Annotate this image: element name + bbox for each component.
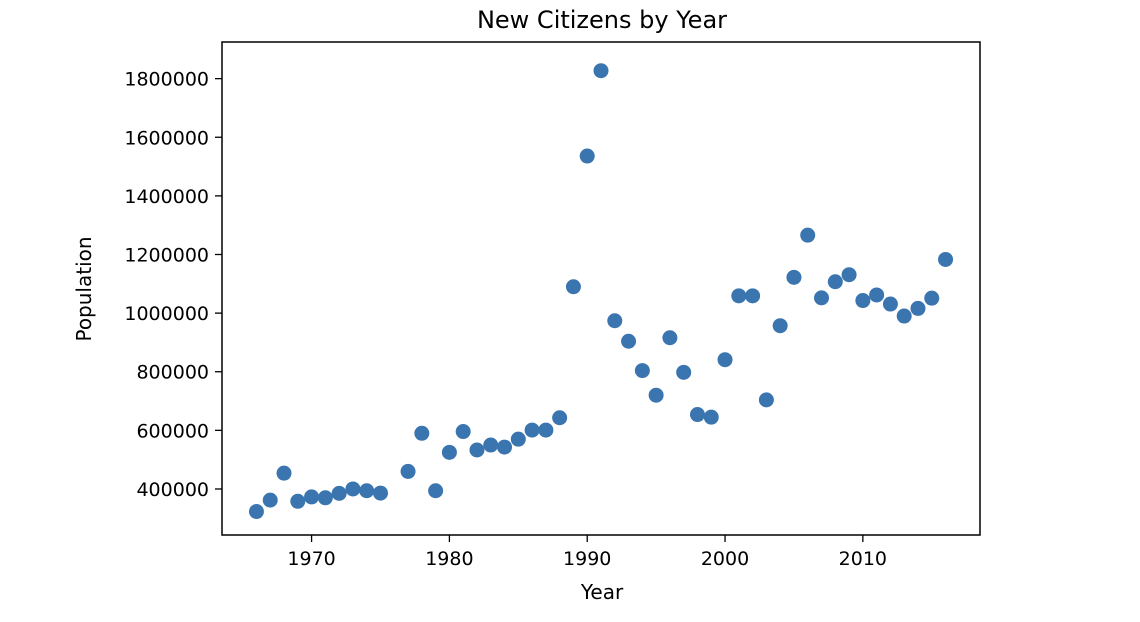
- plot-frame: [221, 41, 981, 536]
- data-point: [400, 463, 416, 479]
- y-tick-label: 1400000: [124, 186, 209, 208]
- data-point: [510, 431, 526, 447]
- data-point: [565, 279, 581, 295]
- data-point: [372, 485, 388, 501]
- data-point: [841, 267, 857, 283]
- y-tick-label: 1000000: [124, 303, 209, 325]
- data-point: [607, 313, 623, 329]
- data-point: [538, 422, 554, 438]
- data-points: [248, 63, 954, 520]
- data-point: [634, 363, 650, 379]
- data-point: [414, 425, 430, 441]
- y-tick-label: 1600000: [124, 127, 209, 149]
- y-tick-label: 1200000: [124, 245, 209, 267]
- data-point: [593, 63, 609, 79]
- data-point: [621, 333, 637, 349]
- data-point: [455, 424, 471, 440]
- data-point: [359, 483, 375, 499]
- data-point: [524, 422, 540, 438]
- y-axis-label: Population: [72, 236, 96, 341]
- data-point: [814, 290, 830, 306]
- data-point: [800, 227, 816, 243]
- data-point: [331, 485, 347, 501]
- data-point: [758, 392, 774, 408]
- data-point: [276, 465, 292, 481]
- data-point: [689, 407, 705, 423]
- x-axis-label: Year: [580, 580, 624, 604]
- x-axis-ticks: 1970 1980 1990 2000 2010: [287, 535, 887, 570]
- data-point: [648, 387, 664, 403]
- y-tick-label: 800000: [136, 362, 209, 384]
- data-point: [676, 364, 692, 380]
- data-point: [552, 410, 568, 426]
- data-point: [428, 483, 444, 499]
- data-point: [924, 290, 940, 306]
- data-point: [910, 300, 926, 316]
- data-point: [248, 504, 264, 520]
- x-tick-label: 1980: [425, 548, 473, 570]
- x-tick-label: 1970: [287, 548, 335, 570]
- data-point: [662, 330, 678, 346]
- y-axis-ticks: 400000 600000 800000 1000000 1200000 1400000 1…: [124, 69, 222, 501]
- data-point: [855, 293, 871, 309]
- data-point: [882, 296, 898, 312]
- y-tick-label: 400000: [136, 479, 209, 501]
- data-point: [483, 437, 499, 453]
- data-point: [717, 352, 733, 368]
- data-point: [345, 481, 361, 497]
- x-tick-label: 2000: [701, 548, 749, 570]
- data-point: [441, 444, 457, 460]
- data-point: [896, 308, 912, 324]
- data-point: [745, 288, 761, 304]
- data-point: [579, 148, 595, 164]
- x-tick-label: 1990: [563, 548, 611, 570]
- data-point: [304, 489, 320, 505]
- x-tick-label: 2010: [839, 548, 887, 570]
- data-point: [262, 492, 278, 508]
- chart-title: New Citizens by Year: [477, 6, 727, 34]
- data-point: [772, 318, 788, 334]
- data-point: [317, 490, 333, 506]
- data-point: [703, 409, 719, 425]
- data-point: [469, 442, 485, 458]
- data-point: [290, 493, 306, 509]
- y-tick-label: 600000: [136, 420, 209, 442]
- data-point: [869, 287, 885, 303]
- data-point: [827, 274, 843, 290]
- data-point: [731, 288, 747, 304]
- data-point: [786, 269, 802, 285]
- data-point: [497, 439, 513, 455]
- y-tick-label: 1800000: [124, 69, 209, 91]
- data-point: [938, 251, 954, 267]
